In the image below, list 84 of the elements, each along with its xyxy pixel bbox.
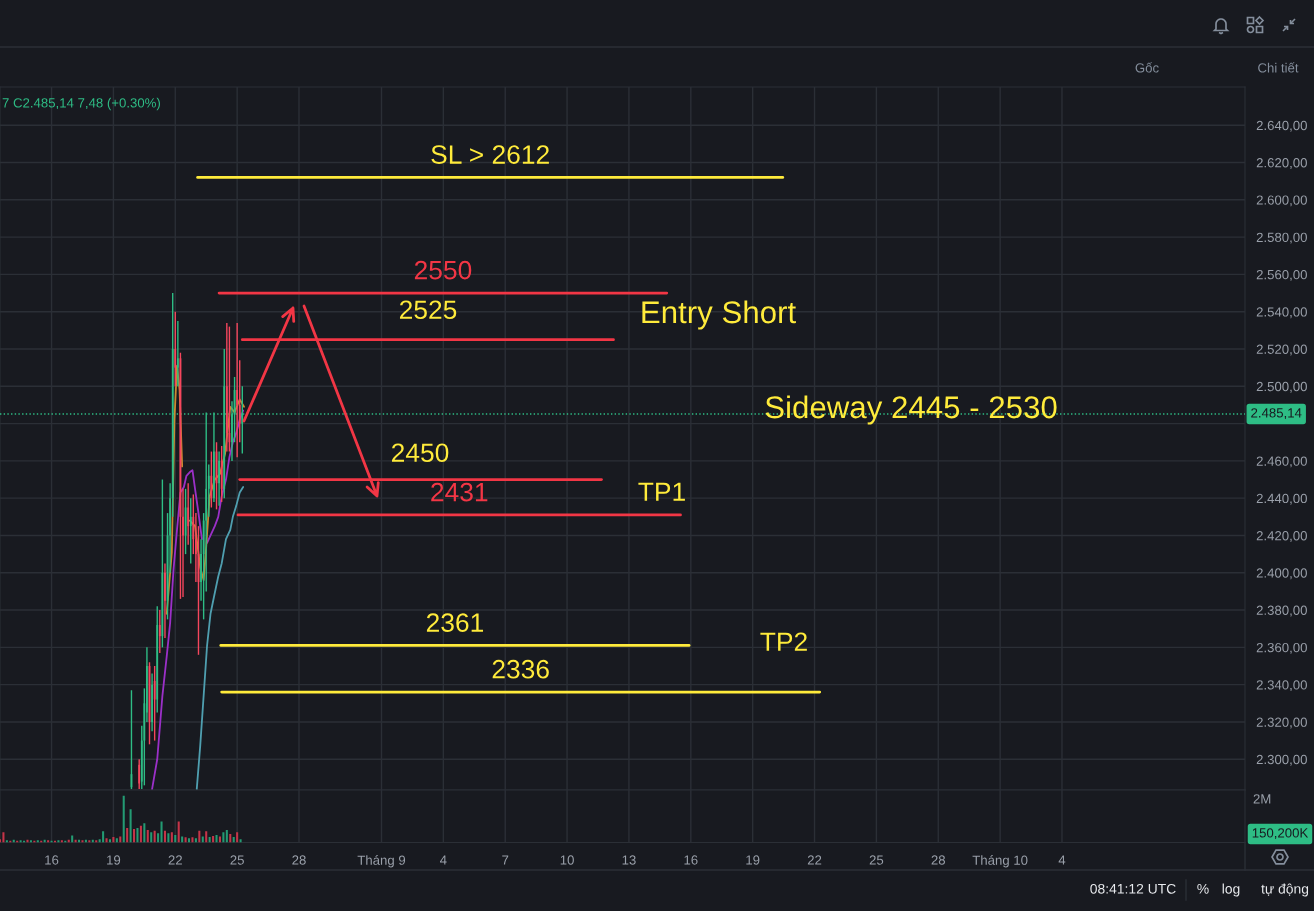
x-tick-label: 22 [807,855,822,865]
x-tick-label: 28 [931,855,946,865]
x-tick-label: 7 [502,855,509,865]
x-tick-label: 10 [560,855,574,865]
y-tick-label: 2.340,00 [1256,680,1307,692]
bar [126,828,129,843]
bar [198,830,201,843]
y-tick-label: 2.360,00 [1256,642,1307,654]
x-tick-label: 13 [622,855,636,865]
y-tick-label: 2.440,00 [1256,493,1307,505]
series-label: SL > 2612 [431,145,549,164]
y-tick-label: 2.620,00 [1256,158,1307,169]
y-tick-label: 2.400,00 [1256,568,1307,580]
series-label: 2550 [414,260,472,280]
bar [225,829,228,843]
bar [163,830,166,843]
candlestick [151,672,153,732]
x-tick-label: 16 [684,855,698,865]
bar [160,821,163,843]
series-label: 2361 [426,613,484,632]
annotation: 2525 [399,300,457,320]
text: 2M [1253,794,1271,804]
x-tick-label: Tháng 9 [357,855,406,868]
annotation: TP1 [638,482,685,501]
y-tick-label: 2.560,00 [1256,269,1307,281]
annotation: 7 C2.485,14 7,48 (+0.30%) [2,97,160,111]
candlestick [138,758,141,790]
bar [205,831,208,843]
y-tick-label: 2.320,00 [1256,717,1307,729]
bar [146,829,149,843]
y-tick-label: 2.420,00 [1256,531,1307,542]
x-tick-label: 25 [230,855,244,865]
bar [102,831,105,843]
y-tick-label: 2.600,00 [1256,195,1307,207]
x-tick-label: 22 [168,855,182,865]
x-tick-label: 4 [439,855,447,865]
candlestick [218,450,220,507]
bar [236,832,239,843]
y-tick-label: 2.500,00 [1256,381,1307,393]
bar [143,823,146,843]
bar [2,832,5,843]
text: tự động [1261,883,1309,897]
y-tick-label: 2.460,00 [1256,456,1307,468]
candlestick [236,322,239,458]
x-tick-label: 28 [292,855,306,865]
candlestick [161,478,164,649]
y-tick-label: 2.580,00 [1256,232,1307,244]
x-tick-label: 19 [107,855,121,865]
series-label: 2431 [431,482,488,502]
annotation: Entry Short [642,300,796,330]
x-tick-label: 4 [1058,855,1066,865]
annotation: TP2 [760,632,807,651]
candlestick [213,411,215,503]
series-label: 2336 [492,659,549,679]
text: % [1197,883,1209,894]
text: 08:41:12 UTC [1090,883,1176,894]
text: Chi tiết [1258,62,1299,73]
x-tick-label: 25 [869,855,884,865]
text: 150,200K [1252,828,1309,840]
x-tick-label: 19 [746,855,760,865]
y-tick-label: 2.540,00 [1256,307,1307,319]
y-tick-label: 2.640,00 [1256,120,1307,132]
text: log [1222,883,1240,897]
bar [122,795,125,843]
bar [71,835,74,843]
bar [177,821,180,843]
bar [119,836,122,843]
line-series [195,486,245,790]
y-tick-label: 2.380,00 [1256,605,1307,617]
text: Gốc [1135,62,1159,73]
y-tick-label: 2.520,00 [1256,344,1307,356]
candlestick [158,609,161,654]
annotation: 2450 [391,443,449,463]
bar [157,833,160,843]
bar [201,836,204,843]
bar [174,835,177,843]
annotation: Sideway 2445 - 2530 [765,395,1057,425]
x-tick-label: Tháng 10 [972,855,1028,868]
bar [129,809,132,843]
bar [222,832,225,843]
y-tick-label: 2.300,00 [1256,754,1307,766]
x-tick-label: 16 [45,855,59,865]
candlestick [164,562,166,639]
ref-line-label: 2.485,14 [1251,408,1302,420]
